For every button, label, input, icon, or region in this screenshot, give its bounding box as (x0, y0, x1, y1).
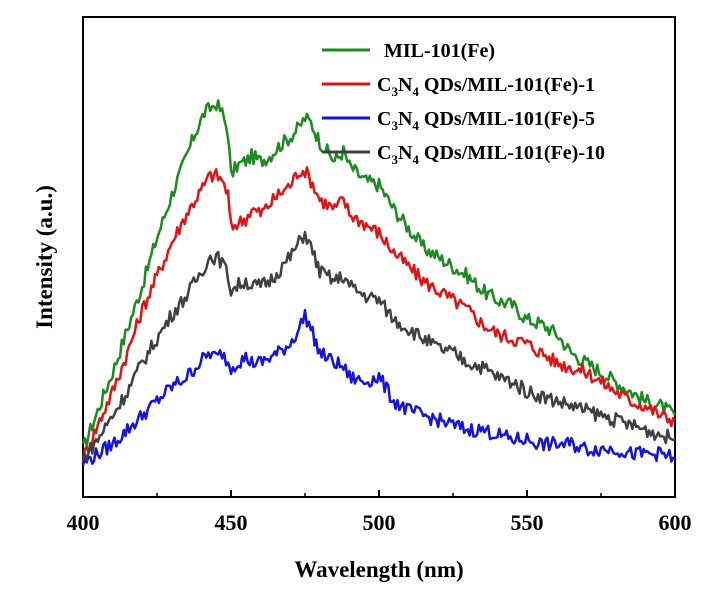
series-layer (81, 99, 677, 466)
legend-label-1: C3N4 QDs/MIL-101(Fe)-1 (377, 74, 595, 99)
legend-label-2: C3N4 QDs/MIL-101(Fe)-5 (377, 108, 595, 133)
x-tick-label: 500 (363, 510, 396, 535)
series-line-0 (81, 99, 677, 447)
x-axis-ticks: 400 450 500 550 600 (67, 490, 692, 535)
x-tick-label: 450 (215, 510, 248, 535)
series-line-1 (81, 166, 676, 465)
series-line-3 (81, 230, 676, 462)
legend-label-3: C3N4 QDs/MIL-101(Fe)-10 (377, 142, 605, 167)
x-tick-label: 400 (67, 510, 100, 535)
legend: MIL-101(Fe) C3N4 QDs/MIL-101(Fe)-1 C3N4 QD… (322, 40, 605, 167)
series-line-2 (81, 308, 676, 466)
x-tick-label: 600 (659, 510, 692, 535)
x-axis-title: Wavelength (nm) (294, 557, 463, 582)
x-tick-label: 550 (511, 510, 544, 535)
y-axis-title: Intensity (a.u.) (32, 185, 57, 329)
legend-label-0: MIL-101(Fe) (384, 40, 495, 62)
